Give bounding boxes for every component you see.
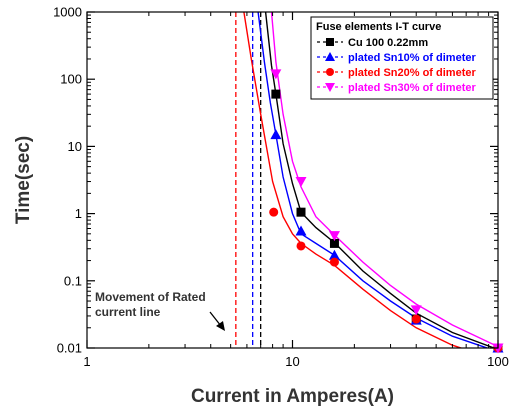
data-point-triangle-down bbox=[295, 177, 307, 188]
rated-current-annotation: Movement of Rated current line bbox=[95, 290, 225, 331]
legend-title: Fuse elements I-T curve bbox=[316, 21, 441, 33]
data-point-square bbox=[326, 38, 334, 46]
legend-label: Cu 100 0.22mm bbox=[348, 37, 428, 49]
data-point-triangle-down bbox=[270, 69, 282, 80]
x-axis-title: Current in Amperes(A) bbox=[191, 386, 394, 407]
data-point-circle bbox=[329, 257, 339, 267]
fit-curve bbox=[270, 12, 498, 348]
legend-entry: plated Sn30% of dimeter bbox=[317, 82, 476, 94]
legend-entry: plated Sn10% of dimeter bbox=[317, 52, 476, 64]
data-point-circle bbox=[326, 68, 334, 76]
legend-label: plated Sn30% of dimeter bbox=[348, 82, 476, 94]
y-tick-label: 10 bbox=[68, 139, 82, 154]
data-point-triangle-down bbox=[410, 305, 422, 316]
y-axis-title: Time(sec) bbox=[13, 136, 34, 224]
data-point-triangle-up bbox=[328, 249, 340, 260]
data-point-circle bbox=[411, 314, 421, 324]
x-tick-label: 10 bbox=[285, 354, 299, 369]
legend: Fuse elements I-T curve Cu 100 0.22mm pla… bbox=[310, 16, 494, 100]
rated-current-lines bbox=[235, 12, 262, 348]
y-tick-label: 100 bbox=[60, 72, 82, 87]
data-point-square bbox=[329, 238, 339, 248]
data-point-circle bbox=[269, 207, 279, 217]
data-point-triangle-down bbox=[325, 83, 335, 92]
data-point-square bbox=[296, 207, 306, 217]
annotation-line-2: current line bbox=[95, 305, 161, 319]
data-markers bbox=[269, 69, 504, 354]
x-tick-label: 100 bbox=[487, 354, 509, 369]
x-tick-label: 1 bbox=[83, 354, 90, 369]
annotation-arrow bbox=[209, 311, 222, 327]
data-point-triangle-up bbox=[270, 129, 282, 140]
y-tick-label: 1 bbox=[75, 206, 82, 221]
y-tick-label: 1000 bbox=[53, 5, 82, 20]
legend-label: plated Sn20% of dimeter bbox=[348, 67, 476, 79]
y-tick-label: 0.1 bbox=[64, 273, 82, 288]
legend-label: plated Sn10% of dimeter bbox=[348, 52, 476, 64]
fit-curve bbox=[243, 12, 464, 348]
data-point-square bbox=[271, 89, 281, 99]
legend-entry: plated Sn20% of dimeter bbox=[317, 67, 476, 79]
data-point-triangle-down bbox=[328, 231, 340, 242]
annotation-line-1: Movement of Rated bbox=[95, 290, 206, 304]
legend-entry: Cu 100 0.22mm bbox=[317, 37, 428, 49]
data-point-triangle-up bbox=[325, 52, 335, 61]
annotation-arrow-head bbox=[216, 321, 225, 331]
data-point-triangle-up bbox=[295, 225, 307, 236]
data-point-circle bbox=[296, 241, 306, 251]
y-tick-label: 0.01 bbox=[57, 341, 82, 356]
legend-box bbox=[310, 16, 494, 100]
axis-ticks: 1 10 100 0.01 0.1 1 10 100 1000 bbox=[53, 5, 509, 370]
